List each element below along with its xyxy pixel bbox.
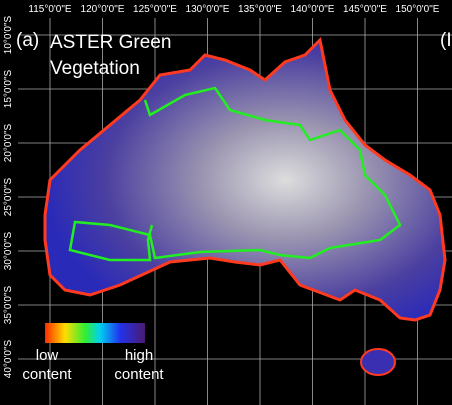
longitude-label: 135°0'0"E: [238, 4, 282, 15]
longitude-label: 140°0'0"E: [291, 4, 335, 15]
legend-high-label: high content: [114, 347, 164, 383]
tasmania: [360, 348, 396, 376]
latitude-label: 10°0'0"S: [3, 15, 14, 54]
map-title: ASTER Green Vegetation: [50, 32, 172, 79]
latitude-label: 35°0'0"S: [3, 285, 14, 324]
latitude-label: 15°0'0"S: [3, 69, 14, 108]
australia: [43, 36, 447, 322]
latitude-label: 30°0'0"S: [3, 231, 14, 270]
latitude-label: 40°0'0"S: [3, 339, 14, 378]
longitude-label: 125°0'0"E: [133, 4, 177, 15]
longitude-label: 145°0'0"E: [343, 4, 387, 15]
legend-ramp: [45, 323, 145, 343]
next-panel-label: (I: [440, 30, 452, 51]
region-boundary: [68, 86, 402, 262]
panel-label: (a): [16, 30, 40, 51]
longitude-label: 150°0'0"E: [396, 4, 440, 15]
latitude-label: 25°0'0"S: [3, 177, 14, 216]
longitude-label: 130°0'0"E: [186, 4, 230, 15]
legend-low-label: low content: [22, 347, 72, 383]
longitude-label: 120°0'0"E: [81, 4, 125, 15]
longitude-label: 115°0'0"E: [28, 4, 72, 15]
latitude-label: 20°0'0"S: [3, 123, 14, 162]
